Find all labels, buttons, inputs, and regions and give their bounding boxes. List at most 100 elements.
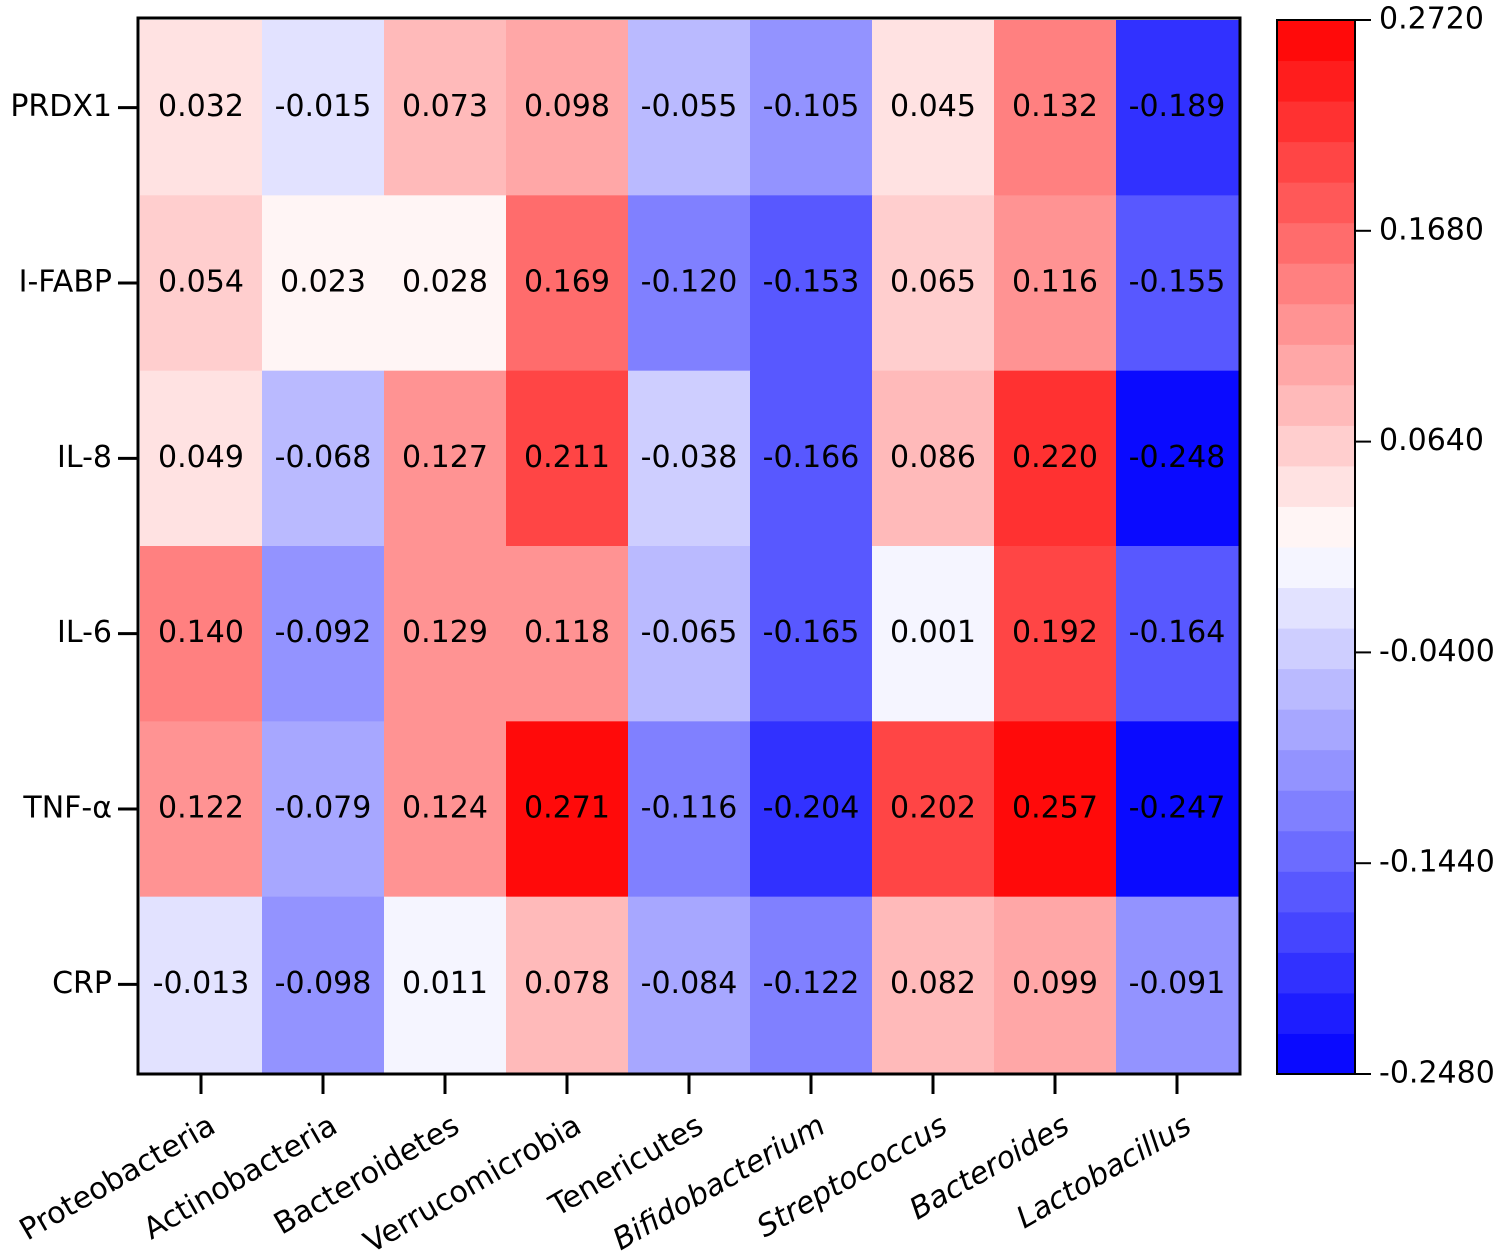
colorbar-band <box>1277 952 1355 994</box>
heatmap-cell <box>262 20 385 196</box>
cell-label: -0.166 <box>763 440 860 475</box>
heatmap-cell <box>750 546 873 722</box>
colorbar-tick-label: 0.0640 <box>1379 423 1484 458</box>
cell-label: 0.054 <box>158 265 244 300</box>
colorbar-band <box>1277 263 1355 305</box>
colorbar-band <box>1277 992 1355 1034</box>
colorbar-band <box>1277 141 1355 183</box>
cell-label: 0.086 <box>890 440 976 475</box>
heatmap-cell <box>506 721 629 898</box>
heatmap-cell <box>750 896 873 1073</box>
heatmap-cell <box>384 546 507 722</box>
heatmap-cell <box>750 195 873 372</box>
colorbar-tick-label: -0.0400 <box>1379 634 1495 669</box>
heatmap-cell <box>384 20 507 196</box>
colorbar-band <box>1277 749 1355 791</box>
heatmap-cell <box>506 546 629 722</box>
cell-label: -0.164 <box>1129 615 1226 650</box>
heatmap-cell <box>140 896 263 1073</box>
heatmap-cell <box>506 195 629 372</box>
heatmap-cell <box>1116 721 1239 898</box>
heatmap-cell <box>262 195 385 372</box>
colorbar-band <box>1277 830 1355 872</box>
cell-label: 0.028 <box>402 265 488 300</box>
cell-label: 0.169 <box>524 265 610 300</box>
y-tick-label: IL-6 <box>57 615 112 650</box>
cell-label: -0.248 <box>1129 440 1226 475</box>
cell-label: 0.220 <box>1012 440 1098 475</box>
cell-label: 0.202 <box>890 791 976 826</box>
heatmap-cell <box>384 721 507 898</box>
colorbar-band <box>1277 60 1355 102</box>
heatmap-cell <box>384 896 507 1073</box>
cell-label: -0.055 <box>641 89 738 124</box>
heatmap-cell <box>994 546 1117 722</box>
heatmap-cell <box>750 721 873 898</box>
cell-label: 0.127 <box>402 440 488 475</box>
heatmap-cell <box>140 195 263 372</box>
heatmap-cell <box>140 370 263 547</box>
colorbar-band <box>1277 1033 1355 1075</box>
y-tick-label: IL-8 <box>57 440 112 475</box>
heatmap-cell <box>994 370 1117 547</box>
heatmap-cell <box>384 370 507 547</box>
cell-label: 0.192 <box>1012 615 1098 650</box>
colorbar-tick-label: 0.2720 <box>1379 2 1484 37</box>
cell-label: 0.098 <box>524 89 610 124</box>
heatmap-cell <box>628 20 751 196</box>
cell-label: 0.116 <box>1012 265 1098 300</box>
colorbar-band <box>1277 384 1355 426</box>
heatmap-cell <box>994 896 1117 1073</box>
heatmap-cell <box>262 370 385 547</box>
colorbar-band <box>1277 628 1355 670</box>
colorbar-tick-label: -0.2480 <box>1379 1056 1495 1091</box>
cell-label: 0.122 <box>158 791 244 826</box>
x-tick-label: Verrucomicrobia <box>358 1108 587 1258</box>
cell-label: 0.045 <box>890 89 976 124</box>
cell-label: 0.023 <box>280 265 366 300</box>
colorbar-band <box>1277 547 1355 589</box>
heatmap-cell <box>994 721 1117 898</box>
cell-label: -0.091 <box>1129 966 1226 1001</box>
cell-label: -0.068 <box>275 440 372 475</box>
cell-label: 0.082 <box>890 966 976 1001</box>
cell-label: 0.032 <box>158 89 244 124</box>
cell-label: 0.011 <box>402 966 488 1001</box>
colorbar-band <box>1277 425 1355 467</box>
cell-label: -0.247 <box>1129 791 1226 826</box>
cell-label: 0.073 <box>402 89 488 124</box>
colorbar-band <box>1277 182 1355 224</box>
heatmap-cell <box>628 370 751 547</box>
colorbar-band <box>1277 222 1355 264</box>
y-tick-label: I-FABP <box>19 265 112 300</box>
colorbar-band <box>1277 709 1355 751</box>
cell-label: 0.001 <box>890 615 976 650</box>
colorbar-band <box>1277 101 1355 143</box>
cell-label: 0.140 <box>158 615 244 650</box>
heatmap-cell <box>1116 896 1239 1073</box>
cell-label: -0.084 <box>641 966 738 1001</box>
cell-label: -0.065 <box>641 615 738 650</box>
y-tick-label: CRP <box>52 966 112 1001</box>
heatmap-cell <box>1116 370 1239 547</box>
heatmap-cell <box>628 546 751 722</box>
heatmap-cell <box>140 721 263 898</box>
y-tick-label: TNF-α <box>22 791 112 826</box>
heatmap-cell <box>506 20 629 196</box>
heatmap-cell <box>1116 195 1239 372</box>
heatmap-cell <box>872 370 995 547</box>
y-tick-label: PRDX1 <box>10 89 112 124</box>
heatmap-cell <box>750 20 873 196</box>
cell-label: 0.211 <box>524 440 610 475</box>
colorbar-band <box>1277 790 1355 832</box>
cell-label: 0.132 <box>1012 89 1098 124</box>
colorbar-band <box>1277 506 1355 548</box>
heatmap-cell <box>1116 20 1239 196</box>
plot-frame <box>136 16 1242 1076</box>
cell-label: -0.105 <box>763 89 860 124</box>
cell-label: -0.098 <box>275 966 372 1001</box>
heatmap-cell <box>994 195 1117 372</box>
colorbar-band <box>1277 871 1355 913</box>
heatmap-cell <box>506 370 629 547</box>
